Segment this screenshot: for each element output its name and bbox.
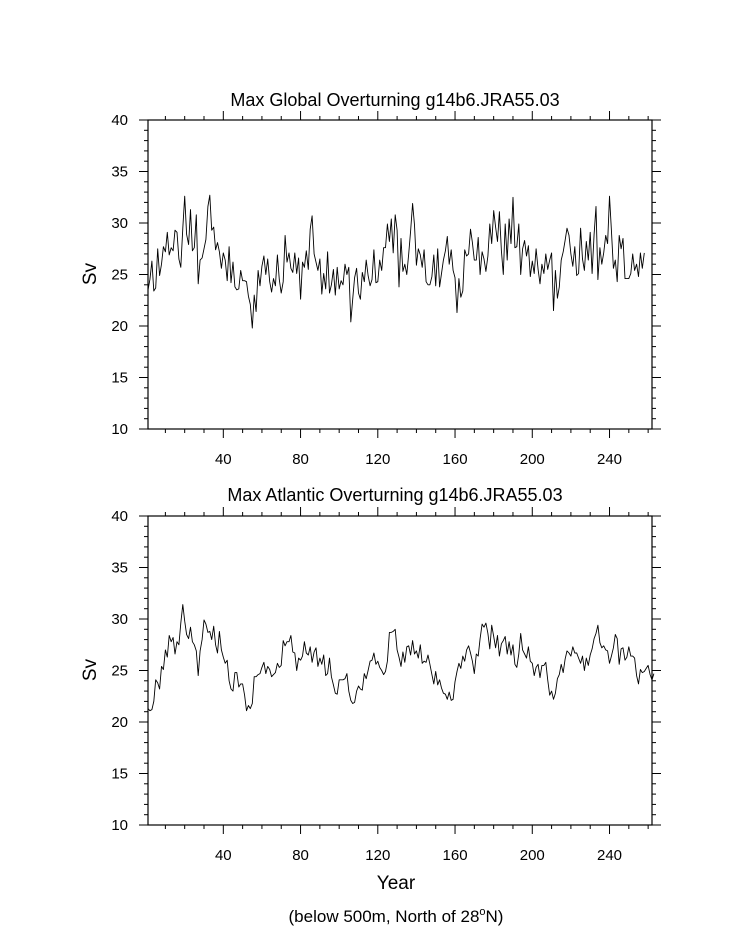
atlantic-chart-title: Max Atlantic Overturning g14b6.JRA55.03 [227,485,562,505]
x-tick-label: 120 [365,451,390,468]
y-tick-label: 40 [111,112,128,129]
footnote-superscript: o [479,906,485,918]
x-tick-label: 40 [215,847,232,864]
x-tick-label: 80 [292,451,309,468]
series-line [147,194,645,329]
atlantic-axes [147,515,653,826]
y-tick-label: 20 [111,714,128,731]
footnote-suffix: N) [486,907,504,926]
footnote: (below 500m, North of 28oN) [289,906,504,926]
atlantic-tick-labels: 10 15 20 25 30 35 40 40 80 120 160 200 240 [111,508,622,864]
x-axis-label: Year [377,873,416,894]
y-tick-label: 15 [111,766,128,783]
y-tick-label: 25 [111,663,128,680]
x-tick-label: 160 [443,451,468,468]
y-tick-label: 30 [111,215,128,232]
global-series-group [147,194,645,329]
x-tick-label: 40 [215,451,232,468]
footnote-prefix: (below 500m, North of 28 [289,907,480,926]
x-tick-label: 200 [520,451,545,468]
x-tick-label: 120 [365,847,390,864]
plot-frame [147,515,653,826]
y-tick-label: 15 [111,370,128,387]
x-tick-label: 80 [292,847,309,864]
y-tick-label: 35 [111,560,128,577]
atlantic-series-group [147,604,655,712]
atlantic-overturning-panel: Max Atlantic Overturning g14b6.JRA55.03 … [80,485,661,864]
global-ticks [139,111,661,438]
global-overturning-panel: Max Global Overturning g14b6.JRA55.03 Sv… [80,90,661,468]
x-tick-label: 200 [520,847,545,864]
y-tick-label: 30 [111,611,128,628]
y-tick-label: 40 [111,508,128,525]
y-tick-label: 10 [111,421,128,438]
global-y-axis-label: Sv [80,262,101,285]
y-tick-label: 10 [111,817,128,834]
x-tick-label: 160 [443,847,468,864]
series-line [147,604,655,712]
global-tick-labels: 10 15 20 25 30 35 40 40 80 120 160 200 240 [111,112,622,468]
y-tick-label: 35 [111,164,128,181]
global-chart-title: Max Global Overturning g14b6.JRA55.03 [230,90,559,110]
y-tick-label: 20 [111,318,128,335]
atlantic-y-axis-label: Sv [80,658,101,681]
x-tick-label: 240 [597,847,622,864]
atlantic-ticks [139,507,661,834]
x-tick-label: 240 [597,451,622,468]
y-tick-label: 25 [111,267,128,284]
